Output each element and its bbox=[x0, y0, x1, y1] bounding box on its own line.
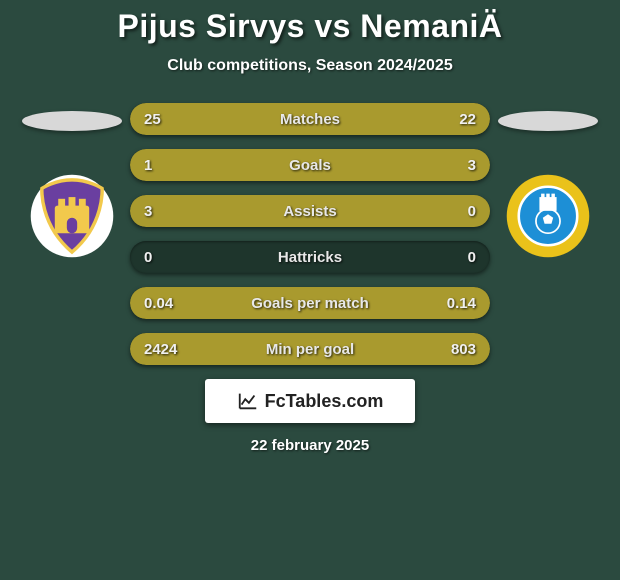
stat-bar: Min per goal2424803 bbox=[130, 333, 490, 365]
stat-value-right: 22 bbox=[459, 103, 476, 135]
castle-tower-icon bbox=[551, 194, 554, 199]
castle-tower-icon bbox=[58, 199, 65, 208]
stat-value-left: 2424 bbox=[144, 333, 177, 365]
stat-value-left: 0.04 bbox=[144, 287, 173, 319]
castle-tower-icon bbox=[546, 194, 549, 199]
stat-bar: Goals per match0.040.14 bbox=[130, 287, 490, 319]
right-club-crest bbox=[505, 173, 591, 259]
stat-fill-right bbox=[220, 149, 490, 181]
left-club-crest bbox=[29, 173, 115, 259]
subtitle: Club competitions, Season 2024/2025 bbox=[0, 57, 620, 75]
stat-value-left: 25 bbox=[144, 103, 161, 135]
castle-tower-icon bbox=[69, 197, 76, 207]
stat-value-left: 3 bbox=[144, 195, 152, 227]
right-ellipse bbox=[498, 111, 598, 131]
stat-bar: Assists30 bbox=[130, 195, 490, 227]
stat-value-right: 0 bbox=[468, 195, 476, 227]
stat-value-right: 3 bbox=[468, 149, 476, 181]
stat-fill-right bbox=[400, 333, 490, 365]
stat-bar: Goals13 bbox=[130, 149, 490, 181]
castle-door-icon bbox=[67, 218, 77, 233]
stat-value-right: 0.14 bbox=[447, 287, 476, 319]
stat-label: Hattricks bbox=[130, 241, 490, 273]
right-crest-column bbox=[498, 103, 598, 259]
left-ellipse bbox=[22, 111, 122, 131]
stat-bar: Matches2522 bbox=[130, 103, 490, 135]
stat-bar: Hattricks0 0 bbox=[130, 241, 490, 273]
brand-text: FcTables.com bbox=[265, 391, 384, 412]
page-title: Pijus Sirvys vs NemaniÄ bbox=[0, 8, 620, 45]
castle-tower-icon bbox=[79, 199, 86, 208]
stat-fill-left bbox=[130, 195, 490, 227]
left-crest-column bbox=[22, 103, 122, 259]
date-label: 22 february 2025 bbox=[0, 437, 620, 454]
stat-value-left: 1 bbox=[144, 149, 152, 181]
brand-logo-box: FcTables.com bbox=[205, 379, 415, 423]
stats-column: Matches2522Goals13Assists30Hattricks00Go… bbox=[130, 103, 490, 365]
comparison-card: Pijus Sirvys vs NemaniÄ Club competition… bbox=[0, 0, 620, 454]
main-row: Matches2522Goals13Assists30Hattricks00Go… bbox=[0, 103, 620, 365]
stat-value-right: 0 bbox=[468, 241, 476, 273]
stat-value-right: 803 bbox=[451, 333, 476, 365]
stat-value-left: 0 bbox=[144, 241, 152, 273]
chart-icon bbox=[237, 390, 259, 412]
castle-tower-icon bbox=[541, 194, 544, 199]
